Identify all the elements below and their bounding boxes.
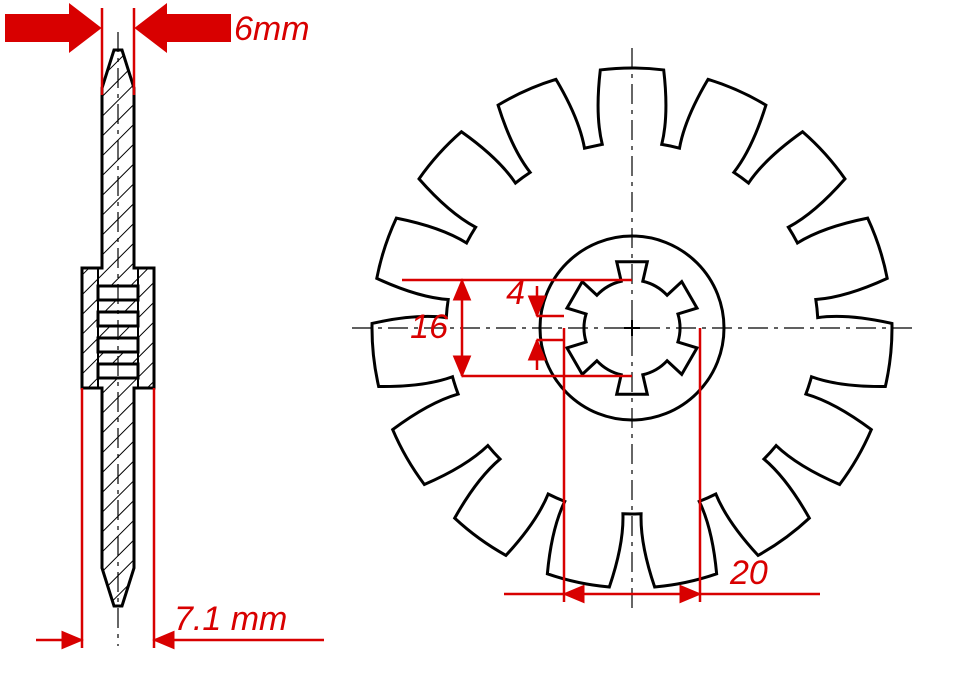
- dim-bore-major: 20: [729, 554, 768, 592]
- dim-hub-width: 7.1 mm: [174, 600, 287, 638]
- dim-plate-thickness: 6mm: [234, 10, 310, 48]
- dim-bore-minor: 16: [410, 308, 448, 346]
- dim-spline-w: 4: [506, 274, 525, 312]
